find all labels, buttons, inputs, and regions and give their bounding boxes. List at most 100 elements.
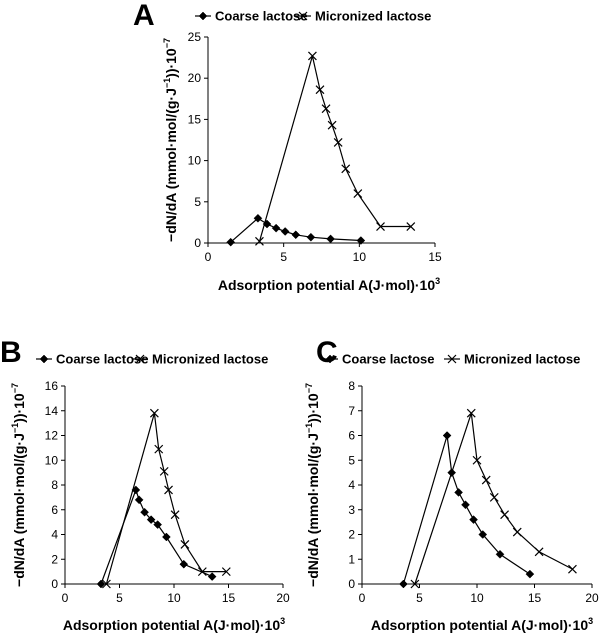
data-point (326, 234, 335, 244)
x-axis-label: Adsorption potential A(J·mol)·103 (218, 276, 440, 293)
legend-marker-coarse (325, 354, 335, 364)
x-axis-label-text: Adsorption potential A(J·mol)·10 (63, 617, 280, 633)
y-tick-label: 10 (45, 453, 59, 467)
y-tick-label: 10 (188, 154, 202, 168)
series-micronized (410, 408, 577, 589)
y-tick-label: 5 (348, 453, 355, 467)
legend: Coarse lactose Micronized lactose (195, 9, 431, 24)
data-point (179, 559, 189, 569)
x-tick-label: 5 (280, 250, 287, 264)
x-axis-label-sup: 3 (280, 616, 285, 626)
data-point (170, 510, 180, 520)
data-point (568, 564, 577, 574)
data-point (466, 408, 476, 418)
panel-label: B (0, 336, 22, 369)
data-point (221, 567, 231, 577)
data-point (469, 515, 478, 525)
data-point (180, 539, 190, 549)
data-point (376, 222, 385, 231)
data-point (333, 138, 343, 147)
legend-marker-micronized (447, 354, 457, 364)
x-tick-label: 15 (222, 591, 236, 605)
data-point (134, 495, 144, 505)
series-coarse (96, 485, 217, 589)
y-tick-label: 6 (51, 503, 58, 517)
series-line (105, 413, 227, 585)
series-coarse (399, 431, 535, 589)
series-line (100, 488, 213, 585)
legend-marker-micronized (298, 11, 308, 21)
data-point (489, 492, 499, 502)
data-point (356, 236, 366, 245)
y-axis-label-ylabel-sup1: −1 (304, 423, 314, 433)
y-tick-label: 15 (188, 112, 202, 126)
x-axis-label-sup: 3 (588, 616, 593, 626)
y-axis-label-ylabel-mid: ))·10 (11, 393, 27, 423)
data-point (461, 500, 470, 510)
data-point (197, 567, 207, 577)
panel-label: C (316, 336, 338, 369)
x-tick-label: 5 (416, 591, 423, 605)
x-tick-label: 10 (353, 250, 367, 264)
y-axis-label-ylabel-sup2: −7 (304, 383, 314, 393)
x-axis-label-sup: 3 (435, 276, 440, 286)
data-point (146, 515, 156, 525)
legend-label-micronized: Micronized lactose (464, 352, 580, 367)
y-axis-label-ylabel-mid: ))·10 (305, 393, 321, 423)
y-tick-label: 14 (45, 404, 59, 418)
data-point (406, 222, 416, 231)
y-axis-label-ylabel-sup2: −7 (162, 38, 172, 48)
data-point (307, 51, 317, 61)
legend-marker-micronized (135, 354, 145, 364)
data-point (291, 230, 301, 240)
data-point (207, 572, 217, 581)
series-micronized (255, 51, 416, 246)
y-tick-label: 6 (348, 429, 355, 443)
data-point (321, 104, 331, 114)
data-point (481, 475, 491, 485)
data-point (512, 527, 522, 537)
y-tick-label: 0 (194, 236, 201, 250)
x-tick-label: 5 (116, 591, 123, 605)
legend-label-coarse: Coarse lactose (56, 352, 149, 367)
x-tick-label: 0 (359, 591, 366, 605)
x-axis-label: Adsorption potential A(J·mol)·103 (63, 616, 285, 633)
x-tick-label: 10 (167, 591, 181, 605)
x-tick-label: 20 (585, 591, 599, 605)
legend-label-micronized: Micronized lactose (152, 352, 268, 367)
data-point (255, 236, 264, 246)
x-axis-label-text: Adsorption potential A(J·mol)·10 (371, 617, 588, 633)
y-axis-label: −dN/dA (mmol·mol/(g·J−1))·10−7 (10, 383, 27, 587)
legend-marker-coarse (198, 11, 208, 21)
data-point (149, 408, 159, 418)
data-point (442, 431, 452, 440)
y-axis-label-ylabel-mid: ))·10 (163, 48, 179, 78)
y-axis-label-ylabel-sup2: −7 (10, 383, 20, 393)
panel-B: B Coarse lactose Micronized lactose 0 2 4 6 8 10… (0, 336, 290, 633)
data-point (162, 532, 171, 542)
data-point (154, 444, 164, 454)
data-point (96, 579, 106, 589)
x-tick-label: 0 (205, 250, 212, 264)
legend-label-coarse: Coarse lactose (342, 352, 435, 367)
x-tick-label: 20 (276, 591, 290, 605)
data-point (159, 466, 169, 476)
data-point (253, 213, 263, 223)
y-tick-label: 4 (348, 478, 355, 492)
legend-marker-coarse (39, 354, 49, 364)
y-tick-label: 3 (348, 503, 355, 517)
panel-A: A Coarse lactose Micronized lactose 0 5 10 15 2… (133, 0, 442, 293)
y-tick-label: 12 (45, 429, 59, 443)
y-axis-label: −dN/dA (mmol·mol/(g·J−1))·10−7 (162, 38, 179, 242)
data-point (525, 569, 535, 579)
x-tick-label: 15 (428, 250, 442, 264)
x-tick-label: 10 (470, 591, 484, 605)
data-point (280, 227, 290, 236)
data-point (399, 579, 408, 589)
x-axis-label: Adsorption potential A(J·mol)·103 (371, 616, 593, 633)
y-tick-label: 2 (51, 552, 58, 566)
series-micronized (101, 408, 231, 589)
y-tick-label: 8 (348, 379, 355, 393)
x-axis-label-text: Adsorption potential A(J·mol)·10 (218, 277, 435, 293)
